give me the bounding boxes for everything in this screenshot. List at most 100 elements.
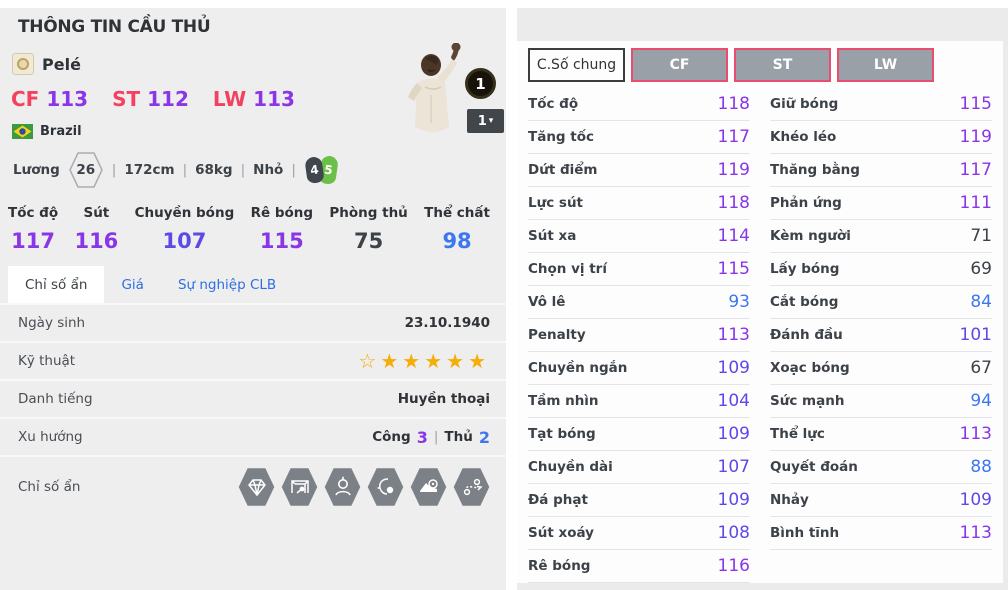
upgrade-level-dropdown[interactable]: 1 ▾ [467,109,504,133]
detail-stat-value: 94 [970,391,992,411]
info-tabs: Chỉ số ẩn Giá Sự nghiệp CLB [0,266,506,303]
position-value: 113 [253,87,295,111]
detail-stat-row: Bình tĩnh 113 [770,517,992,550]
detail-stat-value: 113 [717,325,750,345]
main-stat-value: 107 [162,229,207,253]
detail-stat-label: Thăng bằng [770,162,860,178]
foot-ratings: 4 5 [304,154,339,186]
detail-stat-row: Lực sút 118 [528,187,750,220]
detail-stat-row: Sút xoáy 108 [528,517,750,550]
main-stat: Chuyền bóng 107 [135,205,235,253]
info-tab[interactable]: Sự nghiệp CLB [177,276,277,293]
detail-tab[interactable]: CF [631,48,728,82]
upgrade-level-badge: 1 [465,68,496,99]
table-row-hidden-stats: Chỉ số ẩn [0,455,506,517]
boot-target-icon [410,468,447,506]
info-table: Ngày sinh 23.10.1940 Kỹ thuật ☆★★★★★ Dan… [0,303,506,517]
salary-label: Lương [13,162,60,178]
goal-ball-icon [281,468,318,506]
detail-stat-row: Chuyền dài 107 [528,451,750,484]
trend-defense-value: 2 [478,427,490,447]
main-stat: Thể chất 98 [424,205,490,253]
detail-stat-value: 113 [959,523,992,543]
star-outline-icon: ☆ [358,349,381,373]
panel-divider [506,8,517,590]
detail-stat-value: 109 [717,490,750,510]
detail-tab[interactable]: ST [734,48,831,82]
detail-stat-row: Chuyền ngắn 109 [528,352,750,385]
position-rating: ST 112 [112,87,189,111]
detail-stat-label: Sức mạnh [770,393,845,409]
detail-stat-value: 109 [717,424,750,444]
table-row-trend: Xu hướng Công 3 | Thủ 2 [0,417,506,455]
main-stat-label: Thể chất [424,205,490,221]
player-visual: 1 1 ▾ [393,40,506,142]
birth-value: 23.10.1940 [404,315,490,331]
hexagon-outline-icon [68,152,103,188]
detail-stat-label: Phản ứng [770,195,842,211]
table-row-birth: Ngày sinh 23.10.1940 [0,303,506,341]
fame-value: Huyền thoại [397,391,490,407]
gem-icon [238,468,275,506]
star-filled-icon: ★ [380,349,403,373]
player-header: Pelé [12,53,506,75]
info-tab[interactable]: Chỉ số ẩn [8,266,105,303]
detail-tabs: C.Số chung CF ST LW [517,41,1003,82]
detail-stat-value: 113 [959,424,992,444]
detail-stat-row: Nhảy 109 [770,484,992,517]
upgrade-level-value: 1 [477,113,487,129]
detail-stat-label: Lấy bóng [770,261,840,277]
trend-label: Xu hướng [18,429,83,445]
detail-stat-label: Bình tĩnh [770,525,840,541]
detail-tab[interactable]: C.Số chung [528,48,625,82]
head-profile-icon [324,468,361,506]
cross-paths-icon [453,468,490,506]
detail-stat-row: Cắt bóng 84 [770,286,992,319]
detail-stat-label: Tầm nhìn [528,393,599,409]
main-stat-value: 117 [11,229,55,253]
detail-stat-row: Khéo léo 119 [770,121,992,154]
position-label: CF [11,87,40,111]
main-stats: Tốc độ 117 Sút 116 Chuyền bóng 107 Rê bóng 115 P… [0,205,506,253]
detail-col-left: Tốc độ 118 Tăng tốc 117 Dứt điểm 119 Lực sút 11… [528,88,750,583]
detail-stat-row: Phản ứng 111 [770,187,992,220]
table-row-skill: Kỹ thuật ☆★★★★★ [0,341,506,379]
detail-stat-label: Khéo léo [770,129,837,145]
main-stat-value: 116 [74,229,119,253]
detail-stat-value: 117 [959,160,992,180]
detail-stat-label: Lực sút [528,195,584,211]
position-value: 112 [147,87,189,111]
position-rating: LW 113 [213,87,295,111]
brazil-flag-icon [12,124,33,139]
table-row-fame: Danh tiếng Huyền thoại [0,379,506,417]
detail-stat-value: 111 [959,193,992,213]
detail-col-right: Giữ bóng 115 Khéo léo 119 Thăng bằng 117 Phản … [770,88,992,583]
trend-attack-label: Công [372,429,411,445]
detail-stat-label: Thể lực [770,426,825,442]
star-filled-icon: ★ [402,349,425,373]
detail-stat-value: 104 [717,391,750,411]
salary-hexagon: 26 [68,151,104,189]
detail-stat-value: 108 [717,523,750,543]
detail-stat-value: 118 [717,193,750,213]
skill-label: Kỹ thuật [18,353,76,369]
bio-row: Lương 26 | 172cm | 68kg | Nhỏ | 4 5 [13,151,506,189]
height-value: 172cm [124,162,175,178]
detail-stat-label: Dứt điểm [528,162,598,178]
detail-stat-label: Xoạc bóng [770,360,850,376]
detail-stat-value: 88 [970,457,992,477]
detail-stat-row: Thăng bằng 117 [770,154,992,187]
detail-stat-label: Chuyền ngắn [528,360,628,376]
body-type-value: Nhỏ [253,162,284,178]
main-stat: Rê bóng 115 [251,205,313,253]
detail-tab[interactable]: LW [837,48,934,82]
icon-card-badge-icon [12,53,34,75]
detail-stat-row: Sức mạnh 94 [770,385,992,418]
info-tab[interactable]: Giá [121,276,144,293]
detail-stat-label: Sút xoáy [528,525,594,541]
separator: | [111,162,117,178]
detail-stat-label: Quyết đoán [770,459,858,475]
skill-stars: ☆★★★★★ [358,349,490,373]
face-ball-icon [367,468,404,506]
